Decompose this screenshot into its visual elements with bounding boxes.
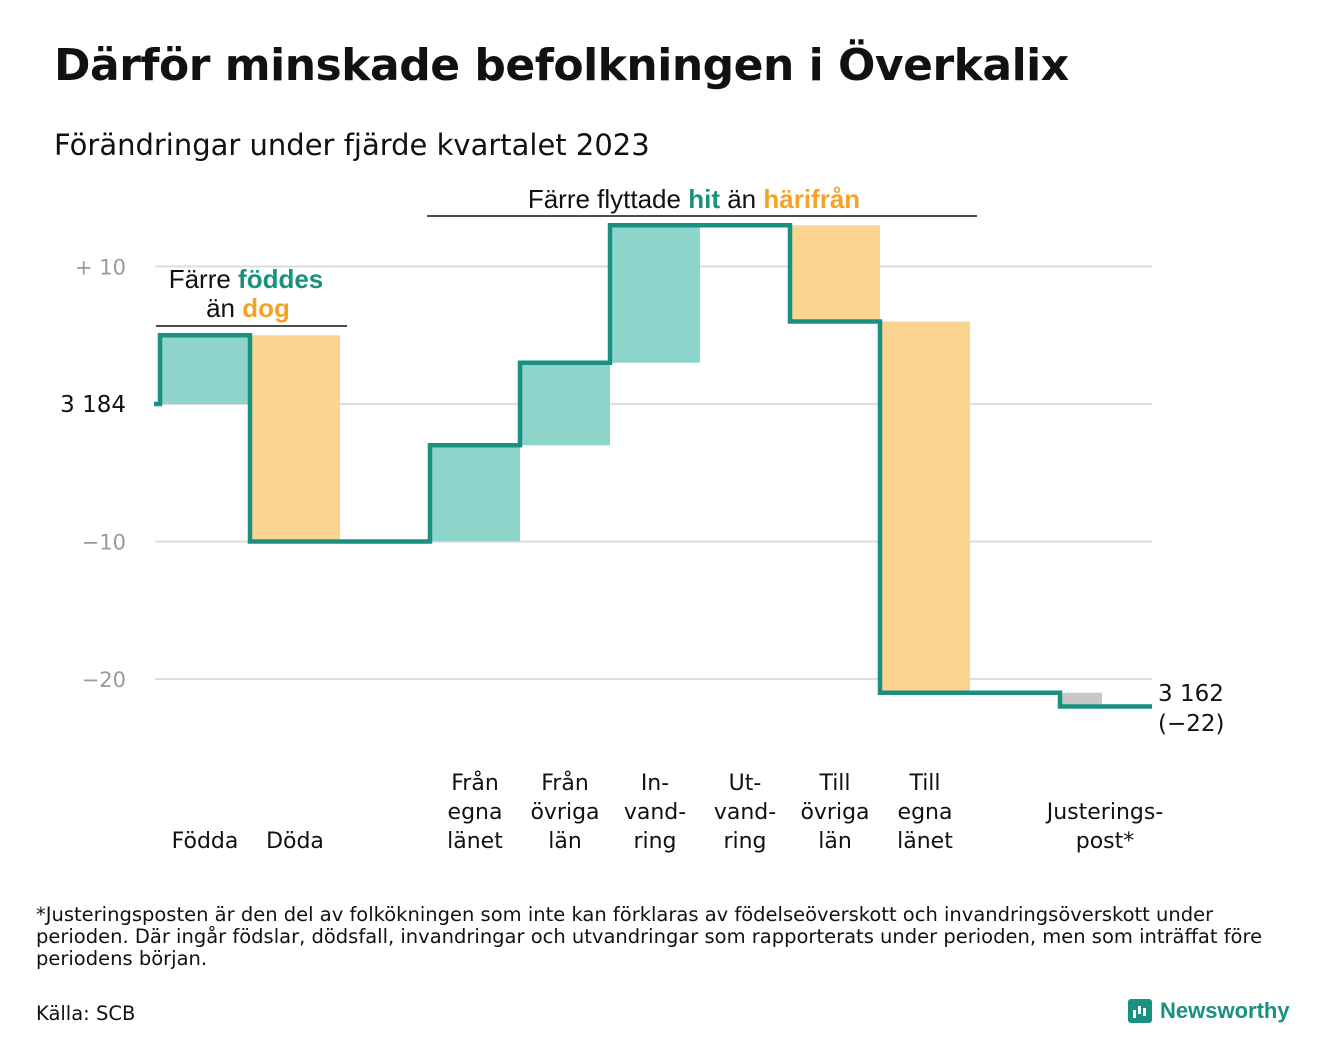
annotation-text: Färre xyxy=(169,264,238,294)
brand-logo: Newsworthy xyxy=(1128,998,1290,1024)
category-label: Döda xyxy=(266,829,324,854)
category-label: länet xyxy=(897,829,953,854)
bar xyxy=(160,335,250,404)
category-label: Till xyxy=(818,771,850,796)
newsworthy-logo-icon xyxy=(1128,999,1152,1023)
chart-subtitle: Förändringar under fjärde kvartalet 2023 xyxy=(54,128,650,162)
annotation-highlight-died: dog xyxy=(242,293,290,323)
y-tick-label: + 10 xyxy=(75,256,126,280)
category-label: ring xyxy=(723,829,766,854)
category-label: övriga xyxy=(800,800,869,825)
bar xyxy=(250,335,340,542)
brand-name: Newsworthy xyxy=(1160,998,1290,1023)
annotation-text: Färre flyttade xyxy=(528,184,688,214)
births-annotation-line2: än dog xyxy=(206,293,290,323)
y-tick-label: −10 xyxy=(82,531,126,555)
category-label: Från xyxy=(451,770,499,796)
annotation-highlight-here: hit xyxy=(688,184,720,214)
footnote: *Justeringsposten är den del av folkökni… xyxy=(36,903,1263,970)
category-label: ring xyxy=(633,829,676,854)
category-label: In- xyxy=(641,771,669,796)
category-label: egna xyxy=(898,800,953,825)
category-label: länet xyxy=(447,829,503,854)
end-change-label: (−22) xyxy=(1158,711,1224,737)
births-annotation-line1: Färre föddes xyxy=(169,264,324,294)
bar xyxy=(1062,692,1102,707)
category-label: egna xyxy=(448,800,503,825)
category-label: övriga xyxy=(530,800,599,825)
category-label: post* xyxy=(1076,829,1135,854)
category-label: Justerings- xyxy=(1045,800,1164,825)
end-value-label: 3 162 xyxy=(1158,681,1224,707)
y-tick-label: 3 184 xyxy=(60,392,126,418)
y-tick-label: −20 xyxy=(82,668,126,692)
category-label: Födda xyxy=(172,829,239,854)
waterfall-chart: + 10 3 184 −10 −20 Födda Döda Från egna länet Frå… xyxy=(60,184,1224,854)
annotation-text: än xyxy=(206,293,242,323)
category-label: Från xyxy=(541,770,589,796)
bar xyxy=(610,225,700,363)
source-label: Källa: SCB xyxy=(36,1002,136,1025)
category-label: vand- xyxy=(624,800,686,825)
category-label: län xyxy=(818,829,852,854)
annotation-highlight-born: föddes xyxy=(238,264,323,294)
bar xyxy=(520,362,610,446)
bar xyxy=(790,225,880,322)
bar xyxy=(880,321,970,693)
category-label: Till xyxy=(908,771,940,796)
annotation-highlight-away: härifrån xyxy=(763,184,860,214)
moves-annotation: Färre flyttade hit än härifrån xyxy=(528,184,860,214)
category-label: län xyxy=(548,829,582,854)
category-label: vand- xyxy=(714,800,776,825)
category-label: Ut- xyxy=(729,771,762,796)
bar xyxy=(430,445,520,542)
chart-title: Därför minskade befolkningen i Överkalix xyxy=(54,40,1069,91)
annotation-text: än xyxy=(720,184,763,214)
waterfall-line xyxy=(154,223,1152,709)
